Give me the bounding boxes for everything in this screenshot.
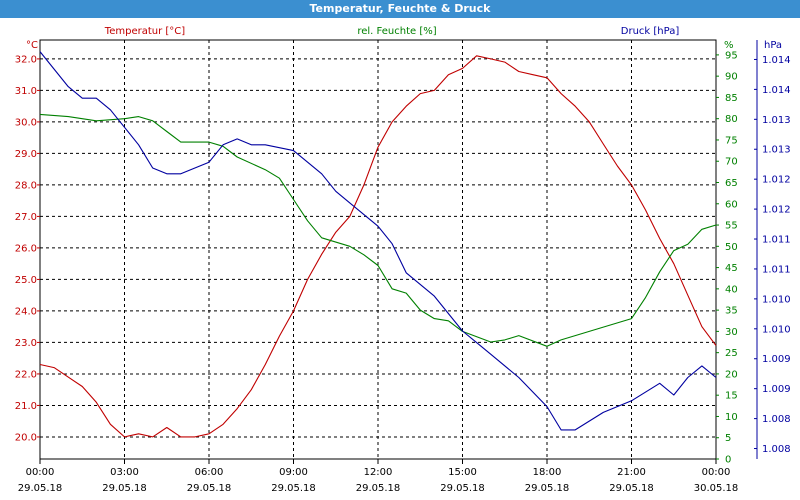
humidity-unit-label: % [724, 40, 734, 51]
x-tick-time-label: 15:00 [448, 467, 477, 478]
x-tick-time-label: 21:00 [617, 467, 646, 478]
temperature-tick-label: 28.0 [15, 180, 37, 191]
humidity-tick-label: 75 [725, 135, 738, 146]
pressure-tick-label: 1.013 [762, 145, 791, 156]
pressure-tick-label: 1.013 [762, 115, 791, 126]
x-tick-date-label: 29.05.18 [609, 483, 654, 494]
humidity-tick-label: 20 [725, 369, 738, 380]
humidity-axis-label: rel. Feuchte [%] [357, 26, 436, 37]
temperature-tick-label: 24.0 [15, 306, 37, 317]
temperature-tick-label: 23.0 [15, 338, 37, 349]
pressure-tick-label: 1.011 [762, 264, 791, 275]
pressure-tick-label: 1.008 [762, 414, 791, 425]
humidity-tick-label: 30 [725, 327, 738, 338]
humidity-tick-label: 5 [725, 433, 731, 444]
x-tick-time-label: 00:00 [26, 467, 55, 478]
temperature-tick-label: 27.0 [15, 212, 37, 223]
humidity-tick-label: 85 [725, 93, 738, 104]
humidity-tick-label: 65 [725, 178, 738, 189]
chart: 00:00 29.05.18 03:00 29.05.18 06:00 29.05.18 0… [15, 26, 791, 494]
pressure-tick-label: 1.011 [762, 235, 791, 246]
pressure-axis-label: Druck [hPa] [621, 26, 680, 37]
pressure-tick-label: 1.014 [762, 55, 791, 66]
humidity-series-line [39, 113, 717, 347]
humidity-tick-label: 55 [725, 221, 738, 232]
window-title: Temperatur, Feuchte & Druck [0, 0, 800, 18]
pressure-tick-label: 1.008 [762, 444, 791, 455]
humidity-tick-label: 90 [725, 72, 738, 83]
temperature-tick-label: 20.0 [15, 432, 37, 443]
humidity-tick-label: 60 [725, 199, 738, 210]
temperature-tick-label: 32.0 [15, 54, 37, 65]
temperature-tick-label: 29.0 [15, 149, 37, 160]
x-tick-time-label: 12:00 [364, 467, 393, 478]
humidity-tick-label: 10 [725, 412, 738, 423]
humidity-tick-label: 95 [725, 50, 738, 61]
x-tick-time-label: 18:00 [533, 467, 562, 478]
pressure-unit-label: hPa [764, 40, 782, 51]
pressure-tick-label: 1.009 [762, 354, 791, 365]
pressure-tick-label: 1.012 [762, 175, 791, 186]
x-tick-date-label: 29.05.18 [18, 483, 63, 494]
temperature-tick-label: 26.0 [15, 243, 37, 254]
humidity-tick-label: 0 [725, 455, 731, 466]
x-tick-date-label: 29.05.18 [271, 483, 316, 494]
temperature-tick-label: 21.0 [15, 401, 37, 412]
grid [37, 40, 758, 464]
temperature-tick-label: 25.0 [15, 275, 37, 286]
humidity-tick-label: 15 [725, 391, 738, 402]
humidity-tick-label: 50 [725, 242, 738, 253]
x-tick-time-label: 09:00 [279, 467, 308, 478]
pressure-series-line [39, 51, 717, 431]
x-tick-date-label: 30.05.18 [694, 483, 739, 494]
x-tick-time-label: 00:00 [702, 467, 731, 478]
humidity-tick-label: 70 [725, 157, 738, 168]
humidity-tick-label: 25 [725, 348, 738, 359]
humidity-tick-label: 35 [725, 306, 738, 317]
humidity-tick-label: 40 [725, 284, 738, 295]
x-tick-date-label: 29.05.18 [525, 483, 570, 494]
pressure-tick-label: 1.009 [762, 384, 791, 395]
pressure-tick-label: 1.010 [762, 294, 791, 305]
temperature-tick-label: 22.0 [15, 369, 37, 380]
x-tick-time-label: 03:00 [110, 467, 139, 478]
humidity-tick-label: 45 [725, 263, 738, 274]
temperature-tick-label: 30.0 [15, 117, 37, 128]
series-layer [39, 51, 717, 438]
x-tick-date-label: 29.05.18 [187, 483, 232, 494]
temperature-unit-label: °C [26, 40, 38, 51]
pressure-tick-label: 1.014 [762, 85, 791, 96]
x-tick-time-label: 06:00 [195, 467, 224, 478]
temperature-tick-label: 31.0 [15, 86, 37, 97]
pressure-tick-label: 1.012 [762, 205, 791, 216]
humidity-tick-label: 80 [725, 114, 738, 125]
axis-labels: 00:00 29.05.18 03:00 29.05.18 06:00 29.05.18 0… [15, 50, 791, 494]
x-tick-date-label: 29.05.18 [440, 483, 485, 494]
temperature-series-line [39, 55, 717, 438]
pressure-tick-label: 1.010 [762, 324, 791, 335]
temperature-axis-label: Temperatur [°C] [104, 26, 185, 37]
x-tick-date-label: 29.05.18 [102, 483, 147, 494]
x-tick-date-label: 29.05.18 [356, 483, 401, 494]
